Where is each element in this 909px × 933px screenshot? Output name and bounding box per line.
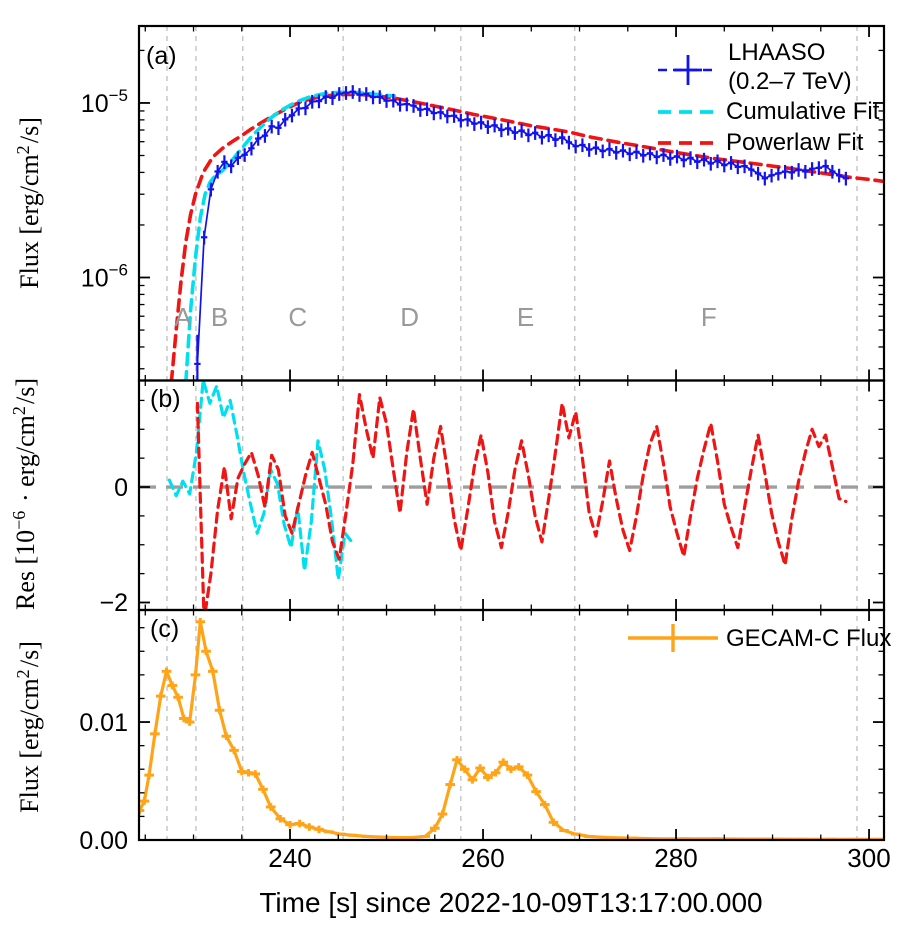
lhaaso-errorbars	[194, 85, 850, 381]
legend-label-lhaaso-line1: LHAASO	[728, 39, 825, 66]
phase-label-C: C	[288, 302, 307, 332]
panel-b-letter: (b)	[150, 385, 181, 413]
panel-c-yaxis-title: Flux [erg/cm2 /s]	[13, 641, 44, 813]
legend-label-cumulative-fit: Cumulative Fit	[726, 98, 880, 125]
panel-a-data	[169, 85, 884, 381]
y-tick-label-b-0: 0	[114, 474, 128, 502]
plot-static-text: (a) (b) (c) LHAASO (0.2–7 TeV) Cumulativ…	[79, 39, 891, 918]
legend-panel-a	[658, 55, 718, 145]
legend-panel-c	[628, 624, 718, 652]
y-tick-label-b-neg2: −2	[99, 589, 128, 617]
phase-label-D: D	[400, 302, 419, 332]
cumulative-residual-line	[167, 380, 354, 581]
powerlaw-fit-line	[169, 92, 884, 381]
panel-c-letter: (c)	[150, 615, 179, 643]
gecam-flux-line	[139, 620, 884, 840]
x-tick-label-280: 280	[654, 843, 697, 873]
legend-label-powerlaw-fit: Powerlaw Fit	[726, 129, 864, 156]
x-tick-label-300: 300	[847, 843, 890, 873]
panel-b-spine	[137, 379, 886, 612]
x-tick-label-260: 260	[461, 843, 504, 873]
legend-label-gecam-c: GECAM-C Flux	[726, 625, 891, 652]
panel-a-yaxis-title: Flux [erg/cm2 /s]	[13, 117, 44, 289]
panel-b-data	[139, 380, 884, 610]
y-tick-label-a: 10−6	[81, 261, 128, 293]
phase-label-F: F	[701, 302, 717, 332]
xaxis-title: Time [s] since 2022-10-09T13:17:00.000	[259, 887, 762, 918]
powerlaw-residual-line	[195, 393, 848, 610]
phase-label-E: E	[517, 302, 534, 332]
y-tick-label-c-001: 0.01	[79, 709, 128, 737]
panel-c-data	[139, 618, 884, 840]
y-tick-label-a: 10−5	[81, 86, 128, 118]
legend-label-lhaaso-line2: (0.2–7 TeV)	[728, 68, 852, 95]
cumulative-fit-line	[184, 90, 396, 381]
phase-label-B: B	[211, 302, 228, 332]
panel-b-yaxis-title: Res [10−6 · erg/cm2 /s]	[9, 378, 40, 610]
phase-label-A: A	[174, 302, 192, 332]
panel-c-spine	[137, 608, 886, 842]
plot-render-root: A B C D E F 10−5 10−6 Flux [erg/cm2 /s] Res [10−6…	[9, 24, 886, 842]
gecam-errorbars	[139, 618, 884, 840]
x-tick-label-240: 240	[268, 843, 311, 873]
y-tick-label-c-000: 0.00	[79, 827, 128, 855]
panel-a-letter: (a)	[146, 42, 177, 70]
panel-a-ytick-labels: 10−5 10−6	[81, 86, 128, 293]
axis-ticks	[139, 26, 884, 841]
panel-spines	[137, 24, 886, 842]
